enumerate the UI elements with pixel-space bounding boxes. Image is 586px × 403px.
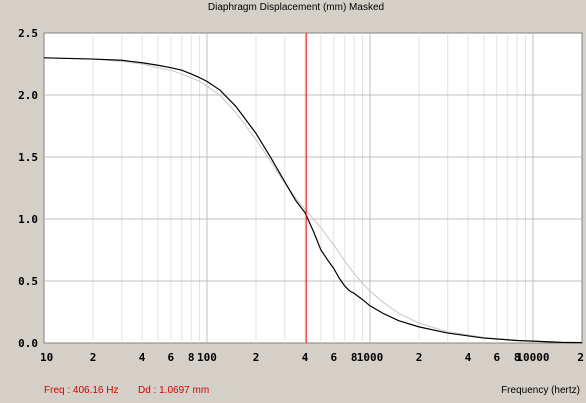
x-tick-label: 4: [139, 351, 146, 364]
plot-area[interactable]: [43, 32, 583, 344]
freq-readout: Freq : 406.16 Hz: [44, 385, 118, 396]
x-tick-label: 10000: [516, 351, 549, 364]
x-tick-label: 2: [416, 351, 423, 364]
x-tick-label: 4: [302, 351, 309, 364]
reference-curve: [43, 57, 583, 344]
x-tick-label: 6: [493, 351, 500, 364]
displacement-curve: [43, 57, 583, 344]
y-tick-label: 2.0: [18, 89, 38, 102]
x-tick-label: 2: [90, 351, 97, 364]
displacement-readout: Dd : 1.0697 mm: [138, 385, 209, 396]
chart-title: Diaphragm Displacement (mm) Masked: [208, 2, 384, 13]
x-axis-label: Frequency (hertz): [501, 385, 580, 396]
y-axis-ticks: 0.0 0.5 1.0 1.5 2.0 2.5: [18, 27, 38, 350]
x-tick-label: 8: [188, 351, 195, 364]
x-tick-label: 1000: [357, 351, 384, 364]
y-tick-label: 0.5: [18, 275, 38, 288]
x-tick-label: 6: [330, 351, 337, 364]
y-tick-label: 1.5: [18, 151, 38, 164]
x-tick-label: 2: [253, 351, 260, 364]
x-tick-label: 10: [40, 351, 53, 364]
x-tick-label: 100: [197, 351, 217, 364]
x-tick-label: 6: [168, 351, 175, 364]
x-tick-label: 8: [351, 351, 358, 364]
x-tick-label: 4: [465, 351, 472, 364]
y-tick-label: 2.5: [18, 27, 38, 40]
y-tick-label: 1.0: [18, 213, 38, 226]
grid-minor: [92, 33, 526, 343]
x-tick-label: 8: [514, 351, 521, 364]
y-tick-label: 0.0: [18, 337, 38, 350]
grid-major: [44, 33, 582, 343]
x-tick-label: 2: [577, 351, 584, 364]
